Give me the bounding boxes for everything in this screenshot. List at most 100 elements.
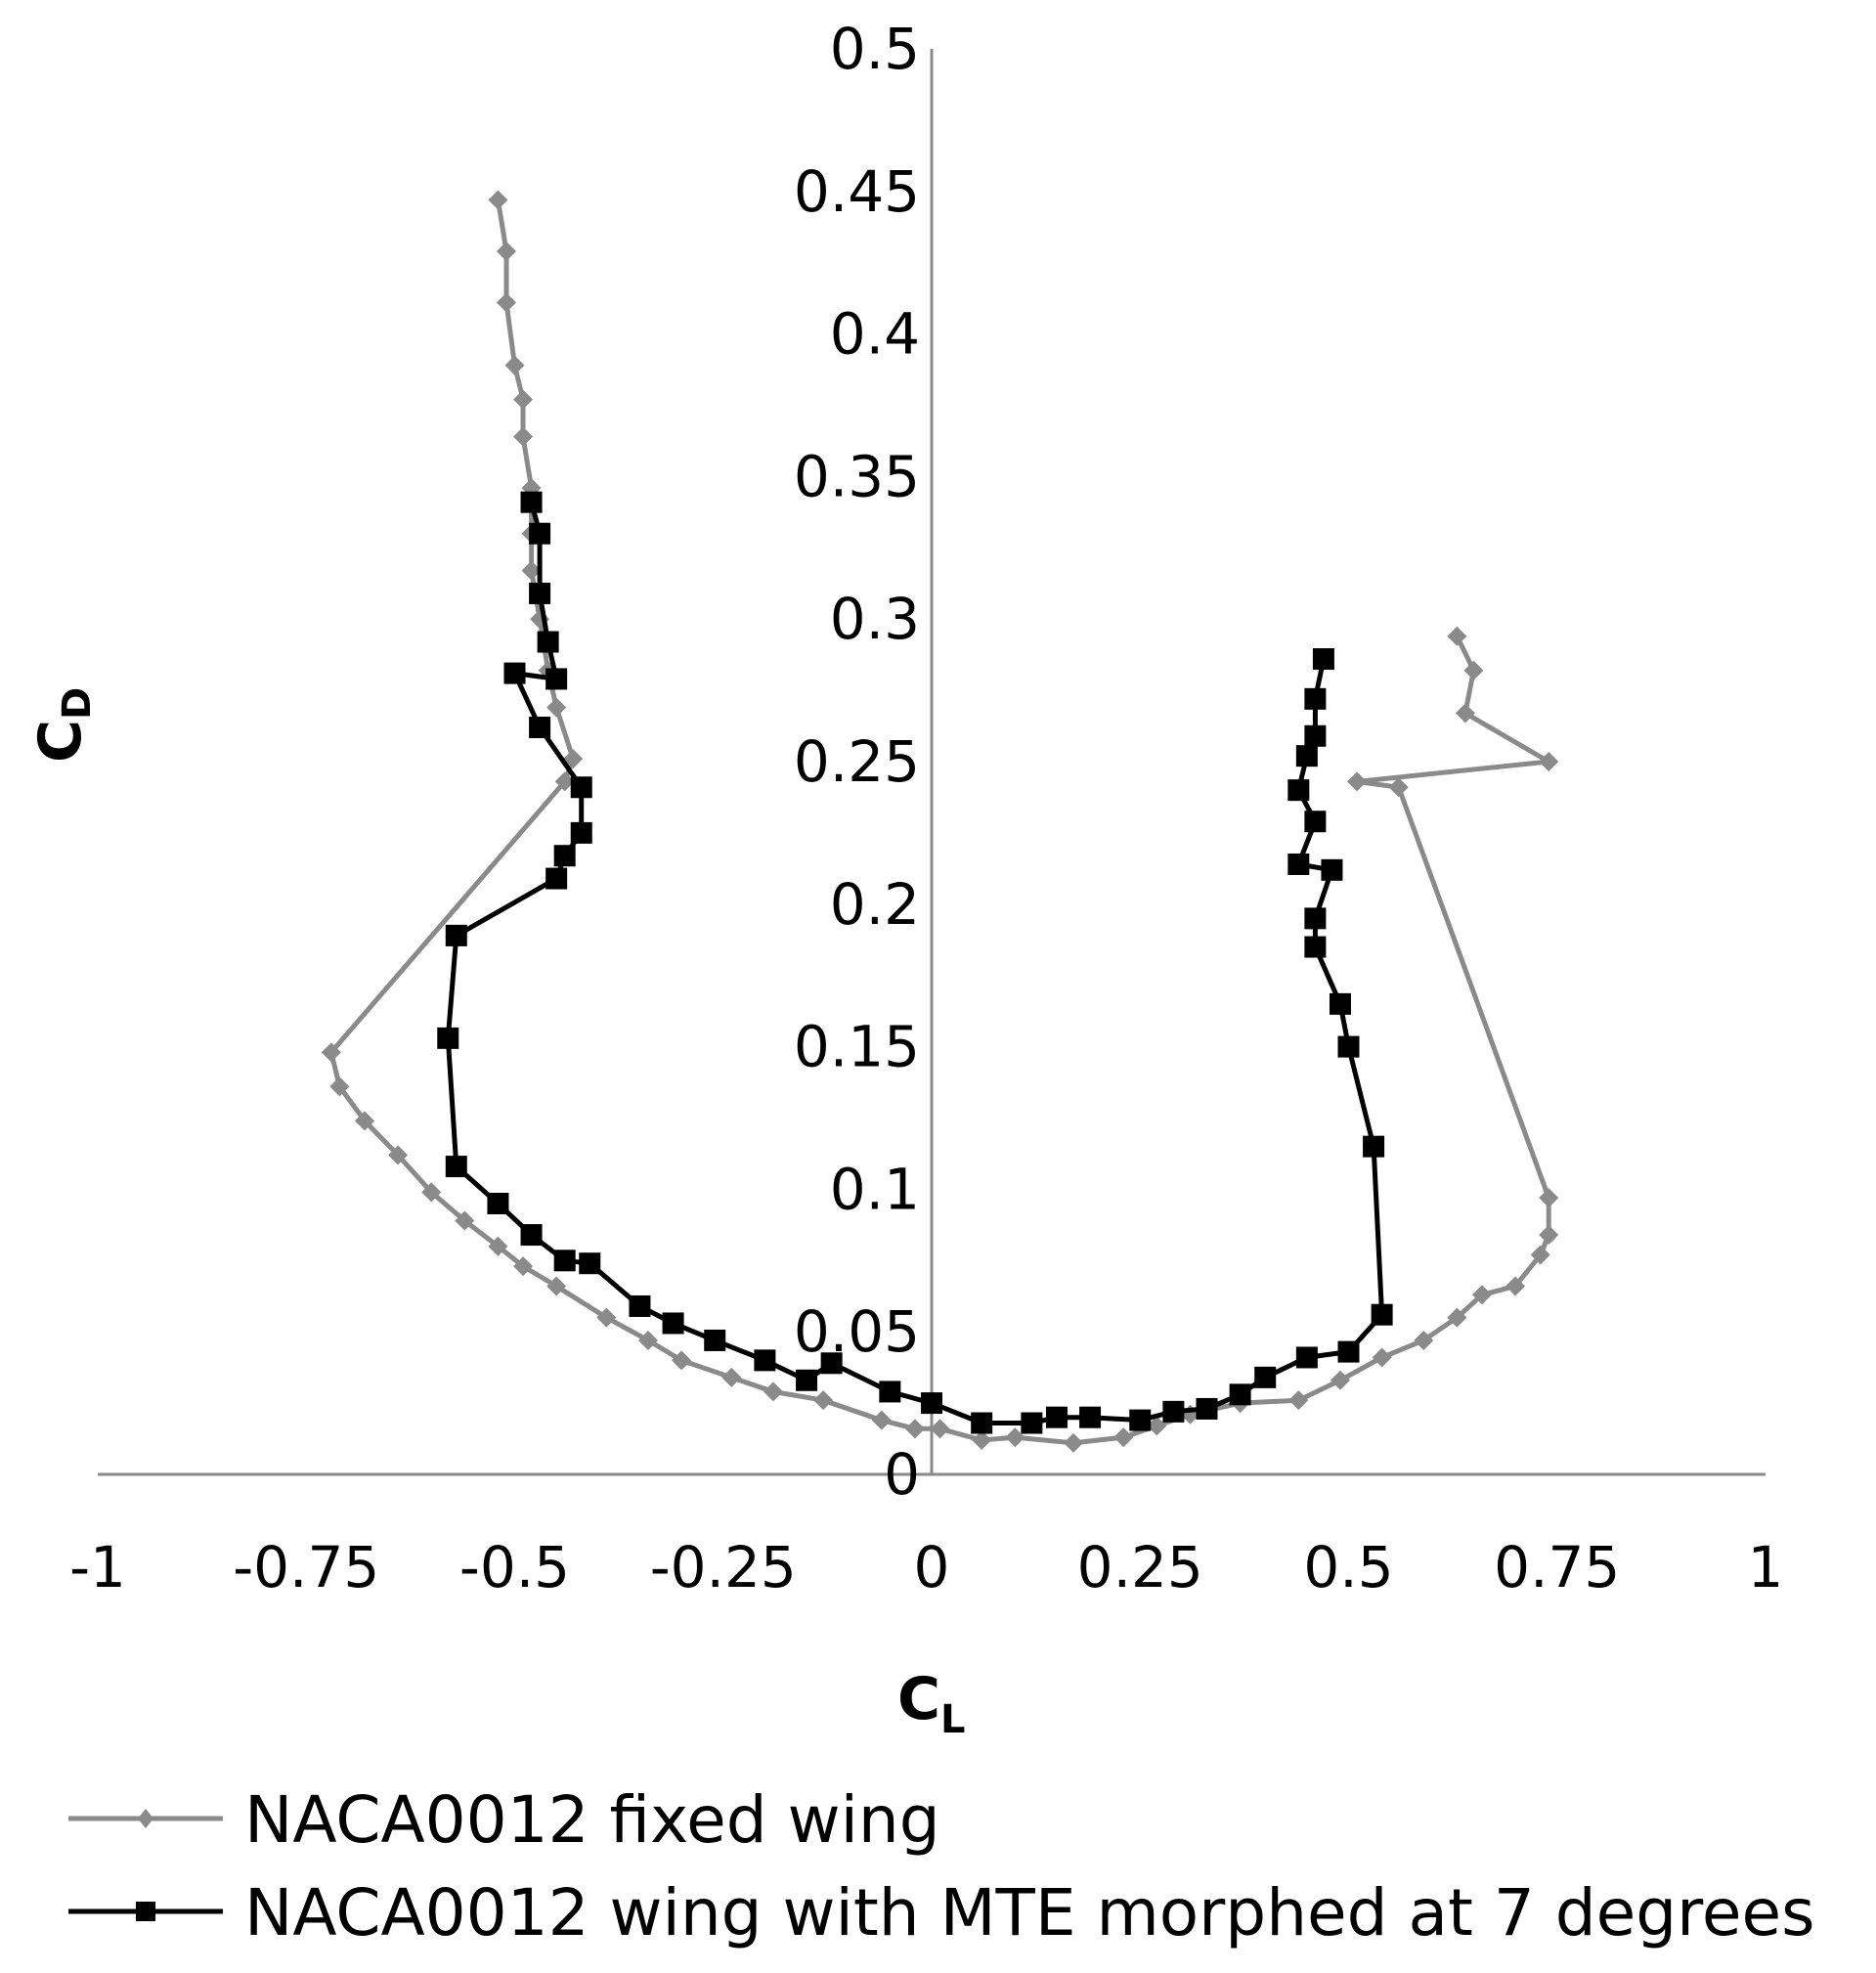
data-point-square bbox=[1079, 1406, 1102, 1428]
data-point-diamond bbox=[496, 241, 516, 262]
data-point-square bbox=[1129, 1409, 1152, 1431]
data-point-diamond bbox=[1147, 1416, 1167, 1436]
data-point-square bbox=[879, 1381, 901, 1403]
data-point-square bbox=[921, 1392, 942, 1415]
legend-label-morphed-wing: NACA0012 wing with MTE morphed at 7 degr… bbox=[244, 1875, 1814, 1951]
data-point-diamond bbox=[488, 190, 508, 210]
data-point-diamond bbox=[1347, 771, 1368, 792]
data-point-square bbox=[629, 1294, 651, 1317]
data-point-square bbox=[545, 867, 568, 890]
data-point-diamond bbox=[388, 1145, 409, 1165]
y-tick-label: 0.15 bbox=[794, 1014, 920, 1080]
data-point-square bbox=[529, 717, 551, 739]
data-point-square bbox=[1304, 811, 1327, 833]
data-point-diamond bbox=[513, 1256, 534, 1277]
data-point-diamond bbox=[546, 1276, 567, 1296]
x-tick-label: -0.75 bbox=[233, 1534, 379, 1600]
data-point-diamond bbox=[1539, 1225, 1559, 1246]
data-point-diamond bbox=[1455, 703, 1475, 723]
data-point-square bbox=[487, 1192, 509, 1214]
data-point-diamond bbox=[1288, 1390, 1309, 1411]
y-tick-label: 0.2 bbox=[830, 871, 920, 938]
x-tick-label: -0.25 bbox=[650, 1534, 797, 1600]
y-tick-label: 0.35 bbox=[794, 443, 920, 509]
data-point-square bbox=[537, 631, 559, 653]
x-tick-label: 0.5 bbox=[1303, 1534, 1393, 1600]
series-fixed-wing bbox=[321, 190, 1559, 1453]
series-layer bbox=[321, 190, 1559, 1453]
data-point-diamond bbox=[1330, 1370, 1350, 1390]
y-tick-label: 0.3 bbox=[830, 586, 920, 652]
x-tick-label: 1 bbox=[1748, 1534, 1784, 1600]
data-point-diamond bbox=[546, 697, 567, 718]
data-point-diamond bbox=[1463, 660, 1484, 680]
data-point-square bbox=[545, 668, 568, 690]
data-point-square bbox=[796, 1369, 818, 1391]
legend-entry-fixed-wing: NACA0012 fixed wing bbox=[68, 1782, 940, 1858]
data-point-square bbox=[1196, 1397, 1218, 1420]
data-point-square bbox=[1304, 687, 1327, 710]
data-point-diamond bbox=[1005, 1427, 1025, 1448]
data-point-diamond bbox=[871, 1410, 892, 1430]
data-point-square bbox=[1295, 745, 1318, 767]
data-point-diamond bbox=[1539, 752, 1559, 771]
data-point-square bbox=[1312, 648, 1334, 671]
data-point-diamond bbox=[521, 560, 542, 581]
x-axis-title-sub: L bbox=[940, 1697, 966, 1742]
data-point-square bbox=[1287, 853, 1310, 875]
legend-marker-diamond bbox=[138, 1809, 153, 1828]
data-point-square bbox=[820, 1352, 843, 1375]
data-point-diamond bbox=[1471, 1285, 1492, 1305]
data-point-square bbox=[529, 522, 551, 545]
y-tick-label: 0.05 bbox=[794, 1298, 920, 1365]
data-point-square bbox=[445, 924, 467, 946]
data-point-diamond bbox=[496, 292, 516, 313]
data-point-square bbox=[1162, 1400, 1185, 1423]
data-point-diamond bbox=[930, 1419, 950, 1439]
data-point-square bbox=[1363, 1135, 1385, 1158]
data-point-diamond bbox=[421, 1182, 442, 1203]
data-point-diamond bbox=[1539, 1188, 1559, 1208]
series-morphed-wing bbox=[437, 491, 1393, 1434]
x-tick-label: 0.25 bbox=[1077, 1534, 1203, 1600]
data-point-diamond bbox=[763, 1381, 783, 1402]
data-point-diamond bbox=[1113, 1427, 1134, 1448]
data-point-diamond bbox=[1372, 1347, 1392, 1368]
data-point-diamond bbox=[1447, 1307, 1467, 1328]
data-point-square bbox=[971, 1412, 993, 1434]
data-point-diamond bbox=[321, 1042, 341, 1063]
data-point-square bbox=[1254, 1366, 1277, 1388]
data-point-square bbox=[553, 845, 576, 867]
data-point-square bbox=[1304, 724, 1327, 747]
data-point-diamond bbox=[504, 355, 525, 375]
data-point-square bbox=[529, 582, 551, 604]
data-point-square bbox=[1045, 1406, 1068, 1428]
data-point-square bbox=[1287, 779, 1310, 802]
data-point-diamond bbox=[563, 749, 584, 769]
data-point-diamond bbox=[488, 1236, 508, 1256]
data-point-diamond bbox=[596, 1307, 617, 1328]
y-tick-label: 0.4 bbox=[830, 301, 920, 368]
y-tick-label: 0.1 bbox=[830, 1156, 920, 1222]
data-point-square bbox=[1295, 1346, 1318, 1369]
x-axis-title: CL bbox=[897, 1665, 966, 1742]
legend-label-fixed-wing: NACA0012 fixed wing bbox=[244, 1782, 940, 1858]
data-point-diamond bbox=[904, 1419, 925, 1439]
legend: NACA0012 fixed wing NACA0012 wing with M… bbox=[68, 1782, 1814, 1951]
data-point-diamond bbox=[1530, 1245, 1550, 1265]
y-axis-title-main: C bbox=[26, 720, 95, 763]
data-point-square bbox=[754, 1349, 776, 1372]
data-point-square bbox=[520, 1224, 543, 1247]
data-point-diamond bbox=[721, 1367, 742, 1387]
x-axis-title-main: C bbox=[897, 1665, 940, 1733]
data-point-diamond bbox=[455, 1210, 475, 1231]
data-point-square bbox=[662, 1312, 684, 1335]
x-tick-labels: -1 -0.75 -0.5 -0.25 0 0.25 0.5 0.75 1 bbox=[69, 1534, 1783, 1600]
axes bbox=[98, 49, 1766, 1476]
series-line bbox=[328, 199, 1551, 1446]
data-point-diamond bbox=[329, 1076, 350, 1097]
data-point-diamond bbox=[1505, 1276, 1526, 1296]
y-tick-label: 0.5 bbox=[830, 16, 920, 82]
data-point-square bbox=[1304, 936, 1327, 958]
